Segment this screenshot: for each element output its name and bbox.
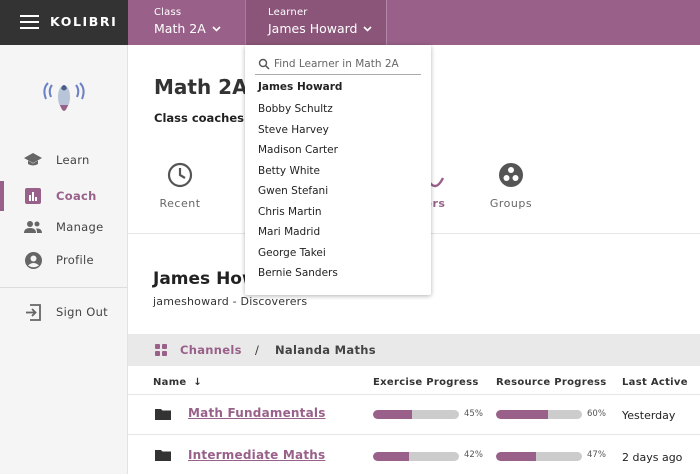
dropdown-item[interactable]: Madison Carter xyxy=(258,144,338,156)
sidebar-item-label: Sign Out xyxy=(56,305,108,319)
learner-caption: Learner xyxy=(268,7,308,18)
dropdown-item[interactable]: Gwen Stefani xyxy=(258,185,329,197)
dropdown-item[interactable]: Bobby Schultz xyxy=(258,103,333,115)
tab-groups[interactable]: Groups xyxy=(471,161,551,210)
column-header-exercise: Exercise Progress xyxy=(373,377,479,388)
learner-selector[interactable]: Learner James Howard xyxy=(268,7,373,36)
sidebar: Learn Coach Manage Profile Sign Out xyxy=(0,45,128,474)
learner-subtitle: jameshoward - Discoverers xyxy=(153,295,308,308)
kolibri-logo-icon xyxy=(43,82,85,111)
learner-value: James Howard xyxy=(268,21,358,36)
table-row-divider xyxy=(128,434,700,435)
breadcrumb-separator xyxy=(386,0,387,45)
active-indicator xyxy=(0,181,4,211)
folder-icon xyxy=(155,409,171,420)
resource-progress-text: 47% xyxy=(587,450,606,460)
search-icon xyxy=(258,58,270,70)
tab-label: Groups xyxy=(489,197,533,210)
page-title: Math 2A xyxy=(154,75,248,99)
breadcrumb-separator xyxy=(245,0,246,45)
column-header-label: Name xyxy=(153,377,187,388)
resource-progress-bar xyxy=(496,410,582,419)
dropdown-item[interactable]: George Takei xyxy=(258,246,326,259)
people-icon xyxy=(23,217,43,237)
groups-icon xyxy=(499,163,523,187)
column-header-last-active: Last Active xyxy=(622,377,688,388)
exercise-progress-text: 42% xyxy=(464,450,483,460)
sign-out-icon xyxy=(23,302,43,322)
breadcrumb: Channels / Nalanda Maths xyxy=(128,334,700,366)
resource-progress-bar xyxy=(496,452,582,461)
sidebar-item-manage[interactable]: Manage xyxy=(0,212,127,242)
resource-progress-fill xyxy=(496,452,537,461)
class-value: Math 2A xyxy=(154,21,206,36)
learner-title: James How xyxy=(153,269,258,289)
column-header-name[interactable]: Name ↓ xyxy=(153,377,202,388)
brand-bar: KOLIBRI xyxy=(0,0,128,45)
sidebar-item-profile[interactable]: Profile xyxy=(0,245,127,275)
mortarboard-icon xyxy=(23,150,43,170)
chevron-down-icon xyxy=(363,25,373,32)
sidebar-item-label: Manage xyxy=(56,220,104,234)
class-caption: Class xyxy=(154,7,182,18)
arrow-down-icon: ↓ xyxy=(193,377,203,388)
exercise-progress-bar xyxy=(373,410,459,419)
channels-grid-icon xyxy=(155,344,167,356)
channel-link[interactable]: Math Fundamentals xyxy=(188,406,326,420)
last-active-value: 2 days ago xyxy=(622,451,683,464)
learner-selector-bg xyxy=(245,0,386,45)
breadcrumb-channels-link[interactable]: Channels xyxy=(180,343,242,357)
app-bar: Class Math 2A Learner James Howard xyxy=(128,0,700,45)
learner-search-input[interactable] xyxy=(274,57,419,70)
bar-chart-icon xyxy=(23,186,43,206)
exercise-progress-text: 45% xyxy=(464,409,483,419)
sidebar-item-coach[interactable]: Coach xyxy=(0,181,127,211)
sidebar-item-sign-out[interactable]: Sign Out xyxy=(0,297,127,327)
dropdown-item[interactable]: Bernie Sanders xyxy=(258,267,338,279)
class-selector[interactable]: Class Math 2A xyxy=(154,7,221,36)
folder-icon xyxy=(155,450,171,461)
tab-recent[interactable]: Recent xyxy=(140,161,220,210)
main-content: Math 2A Class coaches: Recent ers Groups… xyxy=(128,45,700,474)
learner-search xyxy=(255,53,421,75)
table-row-divider xyxy=(128,394,700,395)
exercise-progress-bar xyxy=(373,452,459,461)
person-icon xyxy=(23,250,43,270)
last-active-value: Yesterday xyxy=(622,409,676,422)
class-coaches-label: Class coaches: xyxy=(154,111,249,125)
sidebar-item-label: Profile xyxy=(56,253,94,267)
breadcrumb-separator: / xyxy=(255,343,259,357)
sidebar-item-label: Coach xyxy=(56,189,97,203)
exercise-progress-fill xyxy=(373,452,410,461)
column-header-resource: Resource Progress xyxy=(496,377,607,388)
tab-label: Recent xyxy=(159,197,201,210)
sidebar-item-label: Learn xyxy=(56,153,90,167)
learner-dropdown: James Howard Bobby Schultz Steve Harvey Ma… xyxy=(245,45,431,295)
breadcrumb-current: Nalanda Maths xyxy=(275,343,376,357)
dropdown-item[interactable]: Betty White xyxy=(258,164,320,177)
dropdown-item[interactable]: Mari Madrid xyxy=(258,226,321,238)
exercise-progress-fill xyxy=(373,410,412,419)
dropdown-item[interactable]: Chris Martin xyxy=(258,205,322,218)
sidebar-divider xyxy=(0,287,127,288)
dropdown-item[interactable]: Steve Harvey xyxy=(258,123,329,136)
resource-progress-text: 60% xyxy=(587,409,606,419)
clock-icon xyxy=(167,162,193,188)
resource-progress-fill xyxy=(496,410,548,419)
dropdown-item-selected[interactable]: James Howard xyxy=(258,81,343,93)
chevron-down-icon xyxy=(212,25,221,32)
hamburger-menu-icon[interactable] xyxy=(20,15,39,29)
brand-name: KOLIBRI xyxy=(50,14,118,29)
sidebar-item-learn[interactable]: Learn xyxy=(0,145,127,175)
channel-link[interactable]: Intermediate Maths xyxy=(188,448,326,462)
